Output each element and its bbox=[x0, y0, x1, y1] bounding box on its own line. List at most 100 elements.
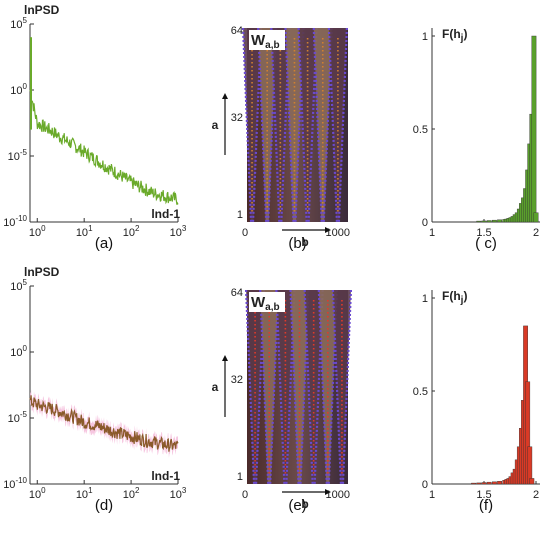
psd-ylabel: lnPSD bbox=[24, 3, 60, 17]
hist-bar bbox=[481, 482, 487, 485]
hist-ytick-label: 0.5 bbox=[413, 124, 428, 136]
hist-ytick-label: 0 bbox=[422, 217, 428, 229]
wavelet-title-sub: a,b bbox=[265, 40, 279, 51]
panel-caption: ( c) bbox=[475, 235, 497, 252]
tick-base: 10 bbox=[123, 227, 135, 239]
wavelet-ridge bbox=[257, 27, 268, 223]
wavelet-panel-0: Wa,b 64 32 1 0 1000 a b(b) bbox=[212, 25, 350, 252]
hist-xtick-label: 1.5 bbox=[476, 227, 491, 239]
hist-title-sub: j bbox=[460, 33, 464, 44]
hist-bar bbox=[492, 481, 497, 485]
psd-xtick-label: 102 bbox=[123, 224, 140, 239]
psd-xtick-label: 101 bbox=[76, 224, 93, 239]
psd-xtick-label: 100 bbox=[29, 486, 46, 501]
b-arrow-head bbox=[325, 227, 331, 233]
tick-exp: 2 bbox=[135, 224, 140, 233]
tick-exp: 3 bbox=[182, 224, 187, 233]
wavelet-ridge bbox=[341, 289, 353, 485]
psd-series-line bbox=[29, 89, 179, 205]
wavelet-title: Wa,b bbox=[251, 32, 280, 51]
b-axis-label: b bbox=[301, 497, 308, 511]
tick-exp: 5 bbox=[23, 16, 28, 25]
psd-ytick-label: 10-5 bbox=[8, 148, 28, 163]
wavelet-cone bbox=[298, 28, 317, 222]
psd-xlabel: lnd-1 bbox=[151, 207, 180, 221]
wavelet-cone bbox=[246, 290, 265, 484]
wavelet-cone bbox=[328, 28, 347, 222]
wavelet-cone bbox=[332, 290, 351, 484]
hist-bar bbox=[476, 482, 482, 485]
tick-exp: 1 bbox=[88, 486, 93, 495]
hist-xtick-label: 1 bbox=[429, 489, 435, 501]
panel-caption: (f) bbox=[479, 497, 493, 514]
wavelet-ridge bbox=[259, 289, 270, 485]
tick-base: 10 bbox=[29, 227, 41, 239]
hist-bar bbox=[476, 220, 482, 223]
psd-xtick-label: 100 bbox=[29, 224, 46, 239]
panel-caption: (e) bbox=[288, 497, 306, 514]
tick-exp: 0 bbox=[23, 82, 28, 91]
wavelet-ytick-label: 1 bbox=[237, 471, 243, 483]
psd-ytick-label: 10-5 bbox=[8, 410, 28, 425]
hist-bar bbox=[531, 35, 537, 223]
wavelet-xtick-label: 0 bbox=[242, 227, 248, 239]
wavelet-xtick-label: 1000 bbox=[326, 489, 350, 501]
tick-exp: -5 bbox=[20, 410, 28, 419]
tick-exp: 5 bbox=[23, 278, 28, 287]
hist-panel-0: F(hj)10.501 1.5 2( c) bbox=[413, 27, 540, 252]
psd-ytick-label: 10-10 bbox=[3, 476, 27, 491]
psd-ytick-label: 100 bbox=[10, 344, 27, 359]
wavelet-cone bbox=[258, 28, 277, 222]
wavelet-xtick-label: 0 bbox=[242, 489, 248, 501]
hist-bar bbox=[486, 220, 492, 223]
wavelet-panel-1: Wa,b 64 32 1 0 1000 a b(e) bbox=[212, 287, 353, 514]
panel-caption: (d) bbox=[95, 497, 113, 514]
wavelet-ridge bbox=[241, 27, 253, 223]
tick-base: 10 bbox=[123, 489, 135, 501]
hist-title: F(hj) bbox=[442, 27, 467, 44]
hist-xtick-label: 2 bbox=[533, 489, 539, 501]
tick-exp: 3 bbox=[182, 486, 187, 495]
wavelet-cone bbox=[290, 290, 309, 484]
wavelet-xtick-label: 1000 bbox=[326, 227, 350, 239]
hist-title-main: F(h bbox=[442, 27, 461, 41]
hist-xtick-label: 1 bbox=[429, 227, 435, 239]
tick-exp: 0 bbox=[41, 224, 46, 233]
tick-base: 10 bbox=[29, 489, 41, 501]
tick-base: 10 bbox=[3, 217, 15, 229]
hist-ytick-label: 1 bbox=[422, 293, 428, 305]
tick-base: 10 bbox=[10, 347, 22, 359]
b-axis-label: b bbox=[301, 235, 308, 249]
tick-exp: -5 bbox=[20, 148, 28, 157]
wavelet-title-box bbox=[249, 292, 285, 312]
wavelet-ridge bbox=[312, 27, 323, 223]
hist-bar bbox=[492, 219, 497, 223]
b-arrow-head bbox=[325, 489, 331, 495]
wavelet-title-main: W bbox=[251, 32, 266, 49]
tick-exp: 1 bbox=[88, 224, 93, 233]
psd-xtick-label: 103 bbox=[170, 224, 187, 239]
tick-base: 10 bbox=[3, 479, 15, 491]
hist-xtick-label: 1.5 bbox=[476, 489, 491, 501]
tick-base: 10 bbox=[8, 413, 20, 425]
a-arrow-head bbox=[222, 355, 228, 361]
hist-bar bbox=[486, 481, 492, 485]
a-axis-label: a bbox=[212, 380, 219, 394]
panel-caption: (b) bbox=[288, 235, 306, 252]
tick-base: 10 bbox=[10, 19, 22, 31]
hist-title-close: ) bbox=[463, 27, 467, 41]
wavelet-ytick-label: 1 bbox=[237, 209, 243, 221]
wavelet-ridge bbox=[284, 27, 295, 223]
wavelet-title: Wa,b bbox=[251, 294, 280, 313]
wavelet-ytick-label: 64 bbox=[231, 25, 243, 37]
psd-ytick-label: 10-10 bbox=[3, 214, 27, 229]
hist-ytick-label: 0 bbox=[422, 479, 428, 491]
hist-bar bbox=[471, 482, 476, 485]
tick-base: 10 bbox=[76, 227, 88, 239]
hist-bar bbox=[497, 481, 502, 485]
wavelet-title-box bbox=[249, 30, 285, 50]
tick-exp: 0 bbox=[23, 344, 28, 353]
